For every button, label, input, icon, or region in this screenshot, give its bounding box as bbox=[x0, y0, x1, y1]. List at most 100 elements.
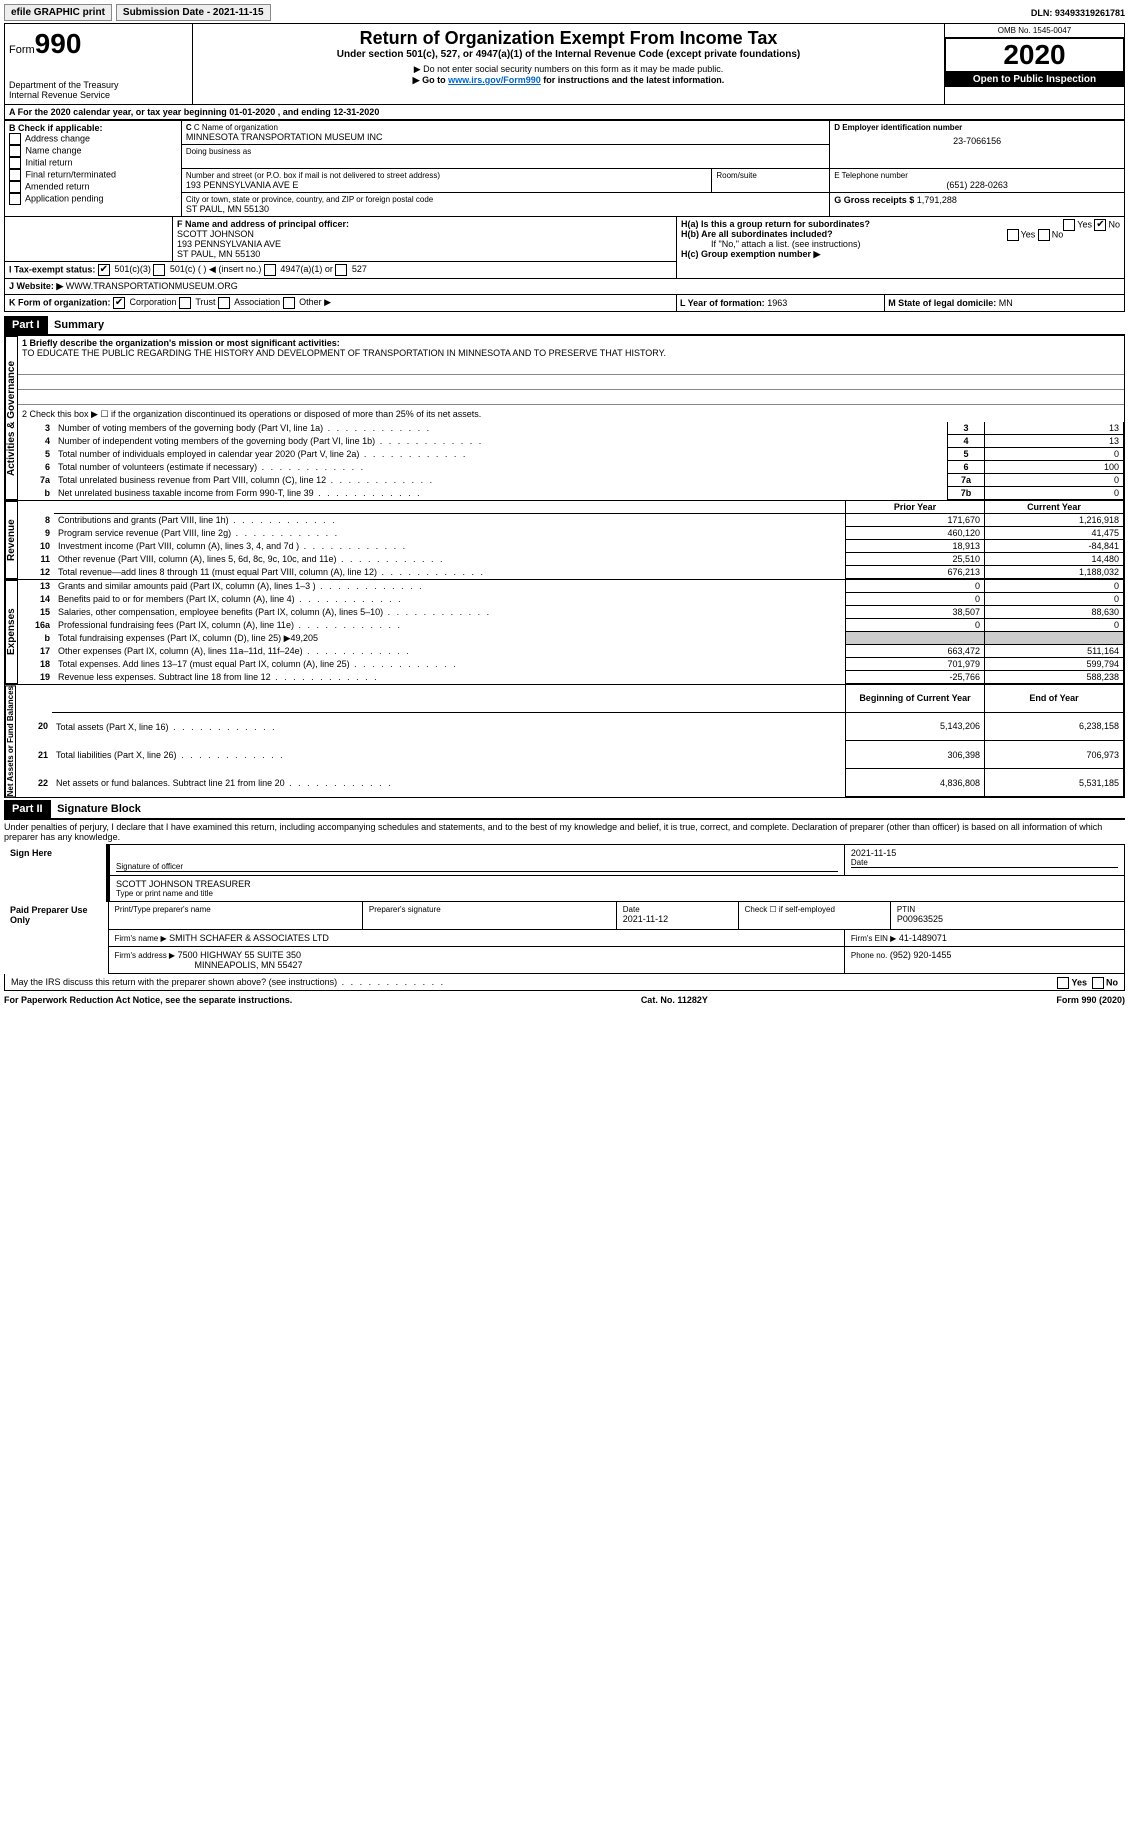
officer-name: SCOTT JOHNSON bbox=[177, 229, 672, 239]
dln-value: 93493319261781 bbox=[1055, 8, 1125, 18]
tax-year: 2020 bbox=[945, 38, 1124, 72]
hb-yes: Yes bbox=[1021, 229, 1036, 239]
tax-status-cb[interactable] bbox=[335, 264, 347, 276]
tax-status-opt: 527 bbox=[335, 264, 367, 274]
date-label: Date bbox=[851, 858, 1118, 868]
prep-date-label: Date bbox=[623, 905, 732, 914]
dln-label: DLN: bbox=[1031, 8, 1055, 18]
discuss-no-cb[interactable] bbox=[1092, 977, 1104, 989]
side-netassets: Net Assets or Fund Balances bbox=[5, 685, 16, 797]
ein-value: 23-7066156 bbox=[834, 132, 1120, 150]
boxb-checkbox[interactable] bbox=[9, 157, 21, 169]
form-title: Return of Organization Exempt From Incom… bbox=[197, 28, 940, 49]
boxb-checkbox[interactable] bbox=[9, 193, 21, 205]
side-governance: Activities & Governance bbox=[5, 336, 18, 500]
tax-year-row: A For the 2020 calendar year, or tax yea… bbox=[4, 105, 1125, 120]
boxb-checkbox[interactable] bbox=[9, 145, 21, 157]
ptin-label: PTIN bbox=[897, 905, 1118, 914]
part1-header: Part I bbox=[4, 316, 48, 334]
form-org-opt: Trust bbox=[179, 297, 218, 307]
tax-status-opt: 501(c) ( ) ◀ (insert no.) bbox=[153, 264, 263, 274]
tax-status-opt: 501(c)(3) bbox=[98, 264, 154, 274]
city-state-zip: ST PAUL, MN 55130 bbox=[186, 204, 825, 214]
hb-no: No bbox=[1052, 229, 1064, 239]
ha-yes-cb[interactable] bbox=[1063, 219, 1075, 231]
financial-line: 20Total assets (Part X, line 16)5,143,20… bbox=[16, 712, 1124, 740]
gov-line: 4Number of independent voting members of… bbox=[18, 435, 1124, 448]
line2: 2 Check this box ▶ ☐ if the organization… bbox=[18, 407, 1124, 422]
form-header: Form990 Department of the Treasury Inter… bbox=[4, 23, 1125, 105]
boxb-checkbox[interactable] bbox=[9, 181, 21, 193]
form-note1: ▶ Do not enter social security numbers o… bbox=[197, 64, 940, 75]
part1-title: Summary bbox=[50, 319, 104, 331]
form-org-opt: Other ▶ bbox=[283, 297, 331, 307]
box-hb: H(b) Are all subordinates included? Yes … bbox=[681, 229, 1120, 239]
form-word: Form bbox=[9, 44, 35, 56]
goto-pre: ▶ Go to bbox=[413, 75, 448, 85]
tax-status-cb[interactable] bbox=[264, 264, 276, 276]
state-domicile: MN bbox=[999, 298, 1013, 308]
form-org-cb[interactable] bbox=[283, 297, 295, 309]
section-header-row: Beginning of Current YearEnd of Year bbox=[16, 685, 1124, 712]
sign-here-label: Sign Here bbox=[4, 845, 108, 902]
self-emp: Check ☐ if self-employed bbox=[745, 905, 884, 914]
prep-sig-label: Preparer's signature bbox=[369, 905, 610, 914]
tax-status-cb[interactable] bbox=[153, 264, 165, 276]
hb-yes-cb[interactable] bbox=[1007, 229, 1019, 241]
form-org-opt: Corporation bbox=[113, 297, 179, 307]
org-name: MINNESOTA TRANSPORTATION MUSEUM INC bbox=[186, 132, 825, 142]
form-org-cb[interactable] bbox=[218, 297, 230, 309]
year-formation: 1963 bbox=[767, 298, 787, 308]
expense-line: 17Other expenses (Part IX, column (A), l… bbox=[18, 645, 1124, 658]
cat-no: Cat. No. 11282Y bbox=[641, 995, 708, 1005]
firm-ein: 41-1489071 bbox=[899, 933, 947, 943]
ha-label: H(a) Is this a group return for subordin… bbox=[681, 219, 870, 229]
box-d-label: D Employer identification number bbox=[834, 123, 1120, 132]
hb-no-cb[interactable] bbox=[1038, 229, 1050, 241]
entity-table: B Check if applicable: Address change Na… bbox=[4, 120, 1125, 217]
city-label: City or town, state or province, country… bbox=[186, 195, 825, 204]
boxb-item: Final return/terminated bbox=[9, 169, 177, 181]
expense-line: 13Grants and similar amounts paid (Part … bbox=[18, 580, 1124, 593]
box-g-label: G Gross receipts $ bbox=[834, 195, 914, 205]
ha-no-cb[interactable] bbox=[1094, 219, 1106, 231]
gov-line: 3Number of voting members of the governi… bbox=[18, 422, 1124, 435]
tax-status-cb[interactable] bbox=[98, 264, 110, 276]
type-name-label: Type or print name and title bbox=[116, 889, 1118, 898]
form-note2: ▶ Go to www.irs.gov/Form990 for instruct… bbox=[197, 75, 940, 86]
box-k-label: K Form of organization: bbox=[9, 297, 111, 307]
box-l-label: L Year of formation: bbox=[680, 298, 767, 308]
form-org-cb[interactable] bbox=[179, 297, 191, 309]
form-org-cb[interactable] bbox=[113, 297, 125, 309]
declaration: Under penalties of perjury, I declare th… bbox=[4, 820, 1125, 844]
discuss-yes-cb[interactable] bbox=[1057, 977, 1069, 989]
form990-link[interactable]: www.irs.gov/Form990 bbox=[448, 75, 541, 85]
efile-button[interactable]: efile GRAPHIC print bbox=[4, 4, 112, 21]
submission-label: Submission Date - bbox=[123, 7, 213, 18]
box-hc: H(c) Group exemption number ▶ bbox=[681, 249, 1120, 260]
prep-name-label: Print/Type preparer's name bbox=[115, 905, 356, 914]
gov-line: 6Total number of volunteers (estimate if… bbox=[18, 461, 1124, 474]
top-bar: efile GRAPHIC print Submission Date - 20… bbox=[4, 4, 1125, 21]
mission-text: TO EDUCATE THE PUBLIC REGARDING THE HIST… bbox=[22, 348, 666, 358]
boxb-checkbox[interactable] bbox=[9, 169, 21, 181]
form-org-opt: Association bbox=[218, 297, 283, 307]
hb-label: H(b) Are all subordinates included? bbox=[681, 229, 833, 239]
discuss-yes: Yes bbox=[1071, 978, 1087, 988]
dept-treasury: Department of the Treasury bbox=[9, 80, 188, 90]
paid-preparer-label: Paid Preparer Use Only bbox=[4, 902, 108, 974]
gross-receipts: 1,791,288 bbox=[917, 195, 957, 205]
irs-label: Internal Revenue Service bbox=[9, 90, 188, 100]
addr-label: Number and street (or P.O. box if mail i… bbox=[186, 171, 708, 180]
firm-name-label: Firm's name ▶ bbox=[115, 934, 167, 943]
side-expenses: Expenses bbox=[5, 580, 18, 684]
form-subtitle: Under section 501(c), 527, or 4947(a)(1)… bbox=[197, 49, 940, 60]
sig-officer-label: Signature of officer bbox=[116, 862, 838, 872]
expense-line: 15Salaries, other compensation, employee… bbox=[18, 606, 1124, 619]
boxb-item: Amended return bbox=[9, 181, 177, 193]
boxb-checkbox[interactable] bbox=[9, 133, 21, 145]
box-f-label: F Name and address of principal officer: bbox=[177, 219, 672, 229]
dba-label: Doing business as bbox=[186, 147, 825, 156]
goto-post: for instructions and the latest informat… bbox=[541, 75, 725, 85]
expense-line: 18Total expenses. Add lines 13–17 (must … bbox=[18, 658, 1124, 671]
